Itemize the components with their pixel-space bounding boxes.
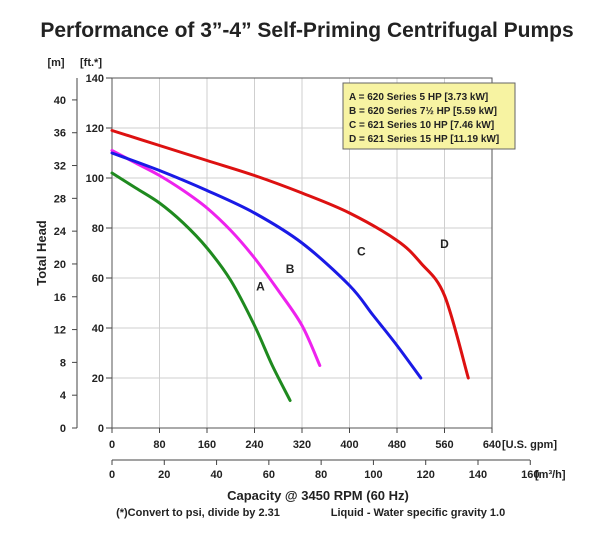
- y-tick-label-m: 24: [54, 226, 67, 238]
- y-tick-label-m: 16: [54, 292, 66, 304]
- y-tick-label-m: 36: [54, 128, 66, 140]
- x-tick-label-gpm: 160: [198, 439, 216, 451]
- y-axis-m-ticks: 0 4 8 12 16 20 24 28 32 36 40: [54, 95, 77, 435]
- y-axis-ft-ticks: 0 20 40 60 80 100 120 140: [76, 73, 112, 435]
- legend-entry-b: B = 620 Series 7½ HP [5.59 kW]: [349, 106, 497, 117]
- y-tick-label-m: 20: [54, 259, 66, 271]
- x-tick-label-gpm: 640: [483, 439, 501, 451]
- y-tick-label-m: 4: [60, 390, 67, 402]
- series-line-d: [110, 129, 470, 380]
- x-tick-label-gpm: 400: [340, 439, 358, 451]
- y-tick-label-ft: 80: [92, 223, 104, 235]
- x-axis-m3h: 0 20 40 60 80 100 120 140 160: [109, 459, 539, 481]
- x-tick-label-m3h: 160: [521, 469, 539, 481]
- series-labels: A B C D: [256, 237, 449, 294]
- y-tick-label-ft: 100: [86, 173, 104, 185]
- y-tick-label-ft: 0: [98, 423, 104, 435]
- x-tick-label-m3h: 20: [158, 469, 170, 481]
- x-tick-label-m3h: 40: [210, 469, 222, 481]
- y-tick-label-ft: 60: [92, 273, 104, 285]
- x-axis-m3h-unit: [m³/h]: [535, 469, 566, 481]
- chart-title: Performance of 3”-4” Self-Priming Centri…: [40, 19, 573, 42]
- y-tick-label-m: 28: [54, 193, 66, 205]
- y-tick-label-ft: 140: [86, 73, 104, 85]
- footnote-psi: (*)Convert to psi, divide by 2.31: [116, 507, 280, 519]
- series-curves: [110, 129, 470, 402]
- x-tick-label-m3h: 120: [417, 469, 435, 481]
- y-axis-ft-unit: [ft.*]: [80, 57, 102, 69]
- x-axis-label: Capacity @ 3450 RPM (60 Hz): [227, 488, 409, 503]
- y-tick-label-m: 8: [60, 357, 66, 369]
- series-label-b: B: [286, 262, 295, 276]
- series-line-b: [110, 149, 322, 367]
- series-line-c: [110, 151, 423, 380]
- x-tick-label-m3h: 80: [315, 469, 327, 481]
- x-axis-gpm-ticks: 0 80 160 240 320 400 480 560 640: [109, 428, 501, 451]
- x-tick-label-m3h: 0: [109, 469, 115, 481]
- x-tick-label-gpm: 320: [293, 439, 311, 451]
- series-label-a: A: [256, 280, 265, 294]
- footnote-liquid: Liquid - Water specific gravity 1.0: [331, 507, 505, 519]
- series-label-c: C: [357, 245, 366, 259]
- legend-entry-d: D = 621 Series 15 HP [11.19 kW]: [349, 134, 499, 145]
- legend: A = 620 Series 5 HP [3.73 kW] B = 620 Se…: [342, 82, 516, 150]
- y-tick-label-m: 12: [54, 325, 66, 337]
- y-tick-label-ft: 120: [86, 123, 104, 135]
- y-tick-label-m: 32: [54, 161, 66, 173]
- y-axis-m-unit: [m]: [47, 57, 64, 69]
- legend-entry-a: A = 620 Series 5 HP [3.73 kW]: [349, 92, 488, 103]
- series-line-a: [110, 171, 292, 402]
- y-tick-label-ft: 20: [92, 373, 104, 385]
- y-tick-label-m: 40: [54, 95, 66, 107]
- x-tick-label-gpm: 560: [435, 439, 453, 451]
- x-tick-label-gpm: 240: [245, 439, 263, 451]
- x-tick-label-gpm: 80: [153, 439, 165, 451]
- x-tick-label-m3h: 60: [263, 469, 275, 481]
- x-axis-gpm-unit: [U.S. gpm]: [502, 439, 557, 451]
- x-tick-label-gpm: 480: [388, 439, 406, 451]
- y-axis-label: Total Head: [34, 220, 49, 286]
- x-tick-label-m3h: 140: [469, 469, 487, 481]
- legend-entry-c: C = 621 Series 10 HP [7.46 kW]: [349, 120, 494, 131]
- x-tick-label-gpm: 0: [109, 439, 115, 451]
- y-tick-label-m: 0: [60, 423, 66, 435]
- x-tick-label-m3h: 100: [364, 469, 382, 481]
- legend-box: [342, 82, 516, 150]
- series-label-d: D: [440, 237, 449, 251]
- y-tick-label-ft: 40: [92, 323, 104, 335]
